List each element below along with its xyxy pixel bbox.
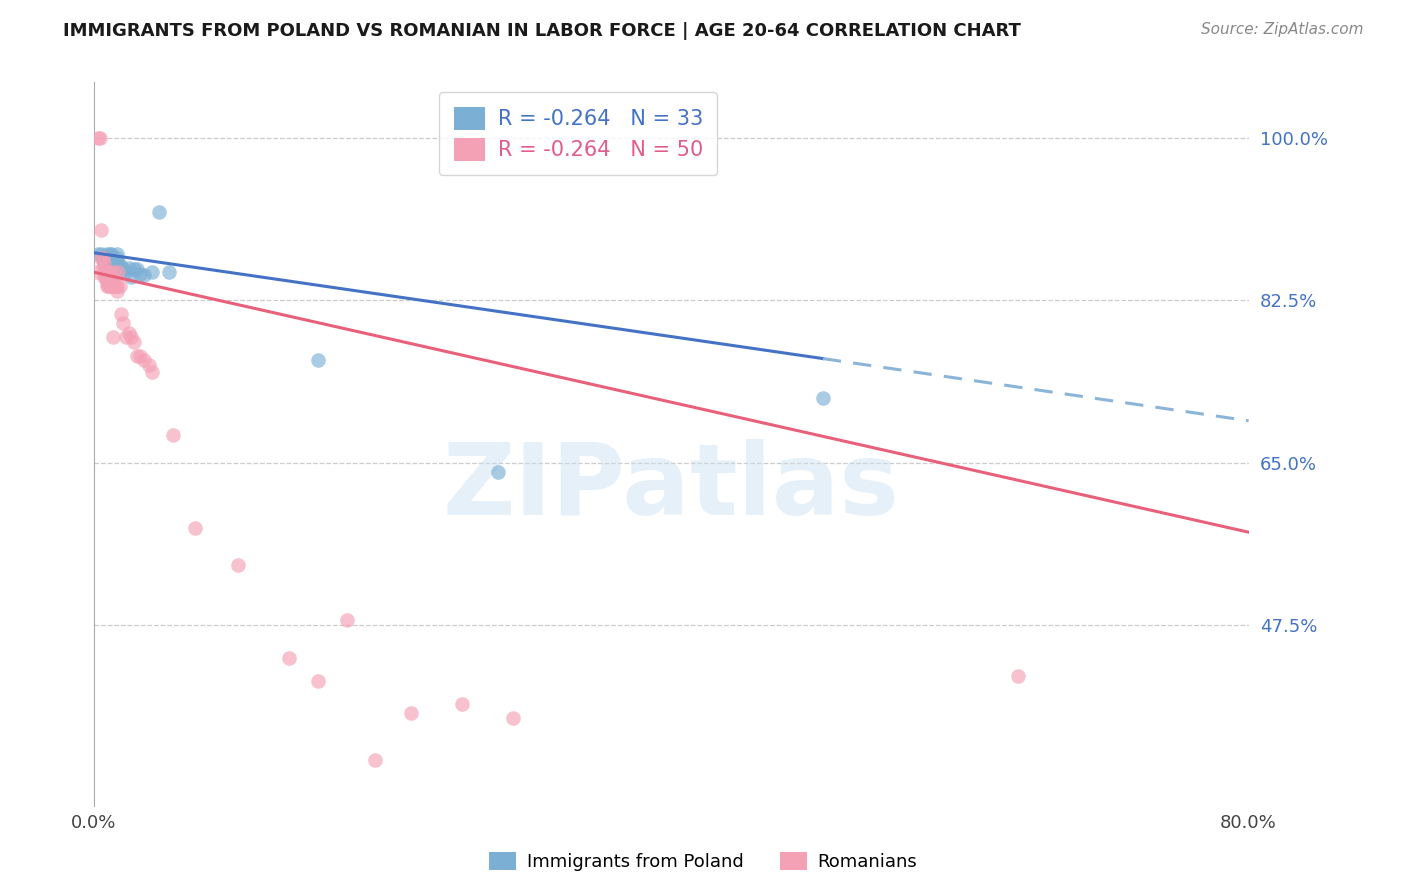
- Point: [93, 269, 115, 284]
- Point: [90, 252, 112, 266]
- Point: [97, 279, 120, 293]
- Point: [103, 279, 125, 293]
- Point: [97, 252, 120, 266]
- Point: [94, 265, 117, 279]
- Point: [162, 427, 184, 442]
- Point: [96, 275, 118, 289]
- Point: [105, 284, 128, 298]
- Point: [141, 365, 163, 379]
- Point: [108, 279, 131, 293]
- Point: [89, 130, 111, 145]
- Point: [451, 697, 474, 711]
- Point: [127, 262, 149, 277]
- Point: [120, 330, 142, 344]
- Text: IMMIGRANTS FROM POLAND VS ROMANIAN IN LABOR FORCE | AGE 20-64 CORRELATION CHART: IMMIGRANTS FROM POLAND VS ROMANIAN IN LA…: [63, 22, 1021, 40]
- Point: [138, 358, 160, 372]
- Point: [96, 256, 118, 270]
- Point: [96, 279, 118, 293]
- Point: [486, 465, 509, 479]
- Point: [105, 252, 128, 266]
- Point: [103, 256, 125, 270]
- Point: [97, 265, 120, 279]
- Point: [184, 520, 207, 534]
- Point: [124, 262, 146, 277]
- Point: [111, 262, 134, 277]
- Point: [103, 265, 125, 279]
- Point: [110, 259, 132, 273]
- Point: [94, 269, 117, 284]
- Point: [104, 259, 127, 273]
- Point: [104, 279, 127, 293]
- Point: [98, 279, 121, 293]
- Point: [401, 706, 423, 721]
- Point: [114, 265, 136, 279]
- Point: [114, 330, 136, 344]
- Point: [105, 279, 128, 293]
- Point: [307, 673, 329, 688]
- Point: [97, 260, 120, 275]
- Legend: R = -0.264   N = 33, R = -0.264   N = 50: R = -0.264 N = 33, R = -0.264 N = 50: [439, 92, 717, 175]
- Point: [90, 246, 112, 260]
- Point: [101, 279, 124, 293]
- Point: [100, 246, 122, 260]
- Point: [117, 260, 139, 275]
- Point: [101, 256, 124, 270]
- Point: [100, 279, 122, 293]
- Point: [129, 349, 152, 363]
- Point: [277, 650, 299, 665]
- Point: [108, 260, 131, 275]
- Point: [87, 130, 110, 145]
- Point: [127, 349, 149, 363]
- Point: [124, 334, 146, 349]
- Point: [148, 205, 170, 219]
- Point: [93, 256, 115, 270]
- Point: [117, 326, 139, 340]
- Point: [91, 260, 114, 275]
- Point: [107, 265, 129, 279]
- Point: [134, 268, 156, 282]
- Point: [91, 252, 114, 266]
- Point: [129, 267, 152, 281]
- Point: [364, 753, 387, 767]
- Point: [811, 391, 834, 405]
- Point: [105, 246, 128, 260]
- Legend: Immigrants from Poland, Romanians: Immigrants from Poland, Romanians: [482, 845, 924, 879]
- Point: [100, 269, 122, 284]
- Point: [1007, 669, 1029, 683]
- Point: [307, 353, 329, 368]
- Point: [86, 265, 108, 279]
- Point: [157, 265, 180, 279]
- Point: [134, 353, 156, 368]
- Point: [110, 307, 132, 321]
- Point: [111, 316, 134, 330]
- Point: [96, 246, 118, 260]
- Point: [107, 256, 129, 270]
- Point: [101, 330, 124, 344]
- Point: [98, 246, 121, 260]
- Point: [87, 246, 110, 260]
- Point: [335, 613, 357, 627]
- Text: ZIPatlas: ZIPatlas: [443, 439, 900, 536]
- Point: [90, 223, 112, 237]
- Point: [141, 265, 163, 279]
- Point: [94, 252, 117, 266]
- Point: [120, 269, 142, 284]
- Point: [502, 711, 524, 725]
- Point: [93, 256, 115, 270]
- Point: [98, 265, 121, 279]
- Point: [91, 252, 114, 266]
- Text: Source: ZipAtlas.com: Source: ZipAtlas.com: [1201, 22, 1364, 37]
- Point: [226, 558, 249, 572]
